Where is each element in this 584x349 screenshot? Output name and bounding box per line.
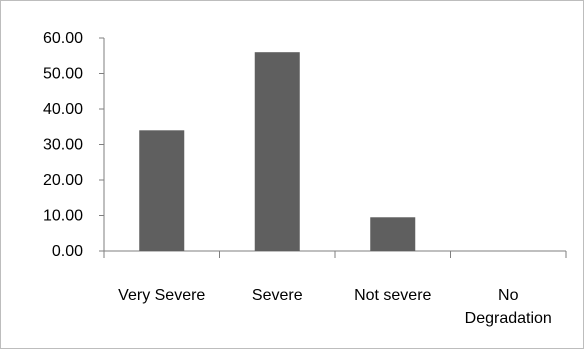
bar-very-severe (139, 130, 185, 251)
x-category-label: Not severe (354, 287, 431, 304)
y-tick-label: 50.00 (43, 66, 83, 83)
y-tick-label: 10.00 (43, 208, 83, 225)
bar-not-severe (370, 217, 416, 251)
x-category-label: No (498, 287, 519, 304)
y-tick-label: 0.00 (52, 243, 83, 260)
y-tick-label: 60.00 (43, 30, 83, 47)
bar-severe (254, 52, 300, 252)
x-category-label: Degradation (465, 310, 552, 327)
x-category-label: Severe (252, 287, 303, 304)
x-category-label: Very Severe (118, 287, 205, 304)
y-tick-label: 30.00 (43, 137, 83, 154)
y-tick-label: 20.00 (43, 172, 83, 189)
y-tick-label: 40.00 (43, 101, 83, 118)
